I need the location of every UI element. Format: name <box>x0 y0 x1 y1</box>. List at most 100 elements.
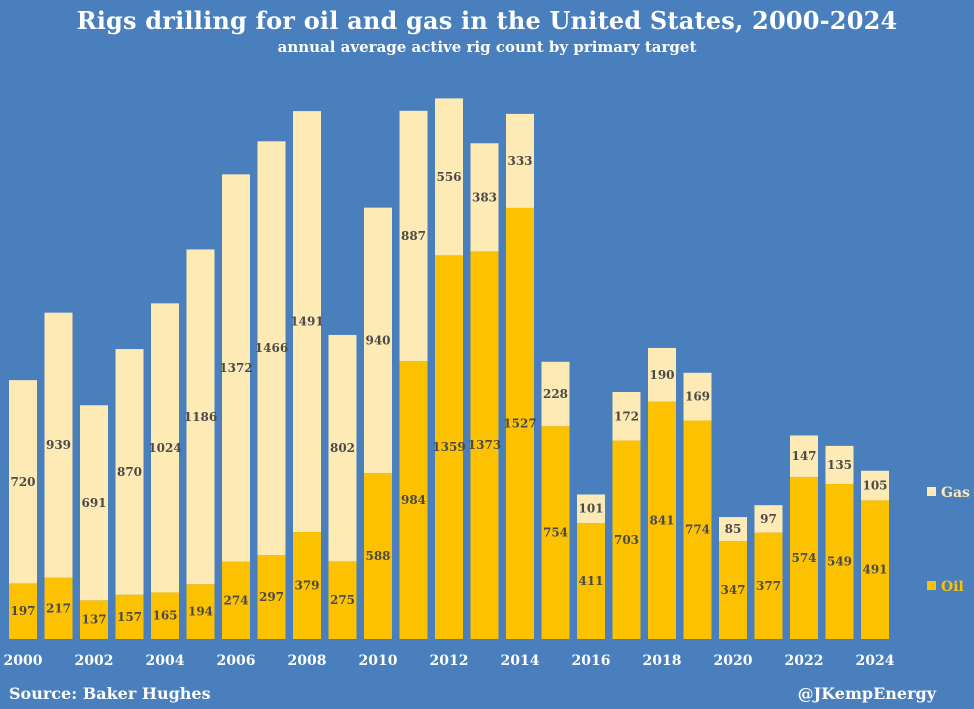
x-tick-2004: 2004 <box>146 653 185 669</box>
label-gas-2011: 887 <box>401 229 426 243</box>
label-oil-2013: 1373 <box>468 438 501 452</box>
label-oil-2001: 217 <box>46 601 71 615</box>
author-credit: @JKempEnergy <box>797 684 936 703</box>
label-gas-2000: 720 <box>10 475 35 489</box>
bar-oil-2018 <box>648 401 676 639</box>
bar-gas-2022 <box>790 435 818 477</box>
bar-oil-2009 <box>328 561 357 639</box>
bar-gas-2007 <box>257 141 286 556</box>
label-gas-2010: 940 <box>365 333 390 347</box>
label-gas-2023: 135 <box>827 458 852 472</box>
x-tick-2002: 2002 <box>75 653 114 669</box>
bar-gas-2011 <box>399 110 428 362</box>
bar-gas-2008 <box>293 111 321 533</box>
label-oil-2005: 194 <box>188 605 213 619</box>
label-oil-2012: 1359 <box>432 440 465 454</box>
label-gas-2002: 691 <box>81 496 106 510</box>
label-oil-2019: 774 <box>685 523 710 537</box>
legend-gas-label: Gas <box>941 485 970 501</box>
bar-gas-2003 <box>115 349 144 595</box>
label-gas-2024: 105 <box>862 479 887 493</box>
legend-oil-swatch <box>927 581 936 590</box>
bar-gas-2010 <box>364 207 392 474</box>
label-oil-2007: 297 <box>259 590 284 604</box>
bar-gas-2020 <box>719 517 747 542</box>
label-oil-2004: 165 <box>152 609 177 623</box>
bar-oil-2014 <box>506 207 534 639</box>
bar-oil-2022 <box>790 476 818 639</box>
label-oil-2016: 411 <box>578 574 603 588</box>
legend-oil-label: Oil <box>941 579 964 595</box>
chart-title: Rigs drilling for oil and gas in the Uni… <box>76 6 898 35</box>
x-tick-2000: 2000 <box>4 653 43 669</box>
bar-gas-2014 <box>506 113 534 208</box>
bar-gas-2017 <box>612 391 641 441</box>
bar-oil-2015 <box>541 426 570 639</box>
bar-gas-2023 <box>825 445 854 485</box>
bar-oil-2021 <box>754 532 783 639</box>
bar-gas-2018 <box>648 347 676 402</box>
label-oil-2018: 841 <box>649 513 674 527</box>
bar-gas-2000 <box>9 380 37 584</box>
bar-gas-2015 <box>541 361 570 427</box>
label-gas-2007: 1466 <box>255 341 288 355</box>
label-gas-2019: 169 <box>685 390 710 404</box>
label-oil-2000: 197 <box>10 604 35 618</box>
bar-oil-2003 <box>115 594 144 639</box>
label-oil-2002: 137 <box>81 613 106 627</box>
label-oil-2024: 491 <box>862 563 887 577</box>
label-oil-2022: 574 <box>791 551 816 565</box>
bar-oil-2000 <box>9 583 37 639</box>
bar-gas-2019 <box>683 372 712 421</box>
bar-oil-2008 <box>293 532 321 639</box>
label-oil-2020: 347 <box>720 583 745 597</box>
bar-gas-2002 <box>80 405 108 601</box>
x-tick-2020: 2020 <box>714 653 753 669</box>
label-oil-2021: 377 <box>756 579 781 593</box>
bar-oil-2005 <box>186 584 215 639</box>
bar-gas-2021 <box>754 505 783 533</box>
label-gas-2013: 383 <box>472 190 497 204</box>
label-gas-2017: 172 <box>614 409 639 423</box>
bar-oil-2017 <box>612 440 641 639</box>
bar-gas-2006 <box>222 174 250 562</box>
bar-oil-2016 <box>577 522 605 639</box>
label-gas-2005: 1186 <box>184 410 217 424</box>
x-tick-2016: 2016 <box>572 653 611 669</box>
bar-oil-2024 <box>861 500 889 639</box>
bar-gas-2024 <box>861 470 889 501</box>
bar-oil-2004 <box>151 592 179 639</box>
x-tick-2022: 2022 <box>785 653 824 669</box>
x-tick-2024: 2024 <box>856 653 895 669</box>
label-gas-2015: 228 <box>543 387 568 401</box>
legend: Gas Oil <box>927 485 970 595</box>
label-gas-2001: 939 <box>46 438 71 452</box>
bar-oil-2010 <box>364 473 392 639</box>
bar-oil-2012 <box>435 255 463 639</box>
label-oil-2017: 703 <box>614 533 639 547</box>
x-tick-2014: 2014 <box>501 653 540 669</box>
label-gas-2009: 802 <box>330 441 355 455</box>
label-gas-2021: 97 <box>760 512 777 526</box>
label-oil-2009: 275 <box>330 593 355 607</box>
label-gas-2004: 1024 <box>148 441 181 455</box>
source-note: Source: Baker Hughes <box>9 684 211 703</box>
label-gas-2008: 1491 <box>290 315 323 329</box>
bar-gas-2001 <box>44 312 73 578</box>
label-gas-2014: 333 <box>507 154 532 168</box>
chart-subtitle: annual average active rig count by prima… <box>277 38 697 56</box>
bar-gas-2004 <box>151 303 179 593</box>
bar-oil-2019 <box>683 420 712 639</box>
bar-gas-2016 <box>577 494 605 523</box>
bar-oil-2002 <box>80 600 108 639</box>
bars-group: 197 720 217 939 137 691 157 870 165 1024 194 1186 27… <box>9 98 889 639</box>
bar-oil-2023 <box>825 484 854 639</box>
label-gas-2022: 147 <box>791 449 816 463</box>
label-oil-2023: 549 <box>827 555 852 569</box>
bar-oil-2006 <box>222 561 250 639</box>
label-gas-2018: 190 <box>649 368 674 382</box>
label-gas-2006: 1372 <box>219 361 252 375</box>
x-tick-2008: 2008 <box>288 653 327 669</box>
bar-oil-2001 <box>44 577 73 639</box>
legend-gas-swatch <box>927 487 936 496</box>
